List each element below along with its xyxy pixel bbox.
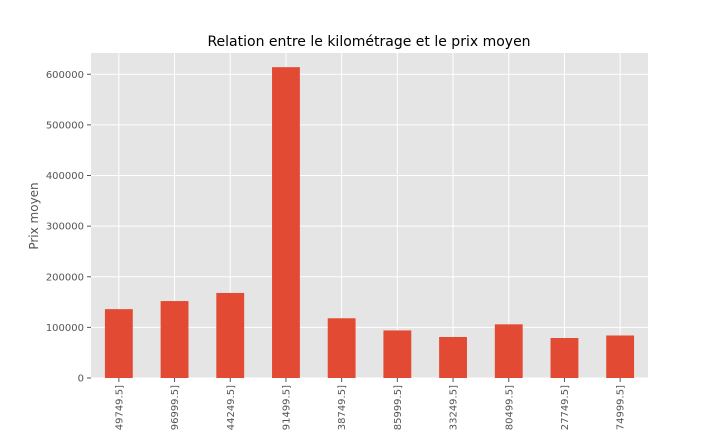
bar <box>160 301 189 378</box>
y-tick-label: 400000 <box>46 171 84 182</box>
y-tick-label: 300000 <box>46 222 84 233</box>
x-tick-label: 96999.5] <box>170 385 181 430</box>
x-tick-label: 85999.5] <box>393 385 404 430</box>
bar <box>383 330 412 378</box>
x-tick-label: 80499.5] <box>504 385 515 430</box>
y-tick-label: 600000 <box>46 70 84 81</box>
x-tick-label: 38749.5] <box>337 385 348 430</box>
bar <box>327 318 356 378</box>
bar <box>494 324 523 378</box>
y-axis-label: Prix moyen <box>27 182 41 249</box>
x-tick-label: 33249.5] <box>449 385 460 430</box>
y-tick-label: 200000 <box>46 272 84 283</box>
bar <box>550 338 579 378</box>
x-axis-ticks: 49749.5] 96999.5] 44249.5] 91499.5] 38749.5]… <box>114 378 627 430</box>
y-tick-label: 0 <box>78 374 84 385</box>
x-tick-label: 49749.5] <box>114 385 125 430</box>
bar <box>272 67 300 379</box>
x-tick-label: 44249.5] <box>226 385 237 430</box>
y-tick-label: 100000 <box>46 323 84 334</box>
chart-title: Relation entre le kilométrage et le prix… <box>207 34 530 50</box>
bar <box>104 309 133 378</box>
x-tick-label: 91499.5] <box>281 385 292 430</box>
bars <box>104 67 635 379</box>
y-axis-ticks: 0 100000 200000 300000 400000 500000 600000 <box>46 70 91 385</box>
bar <box>606 335 635 378</box>
y-tick-label: 500000 <box>46 120 84 131</box>
x-tick-label: 27749.5] <box>560 385 571 430</box>
bar <box>439 336 467 378</box>
bar <box>216 292 245 378</box>
x-tick-label: 74999.5] <box>616 385 627 430</box>
